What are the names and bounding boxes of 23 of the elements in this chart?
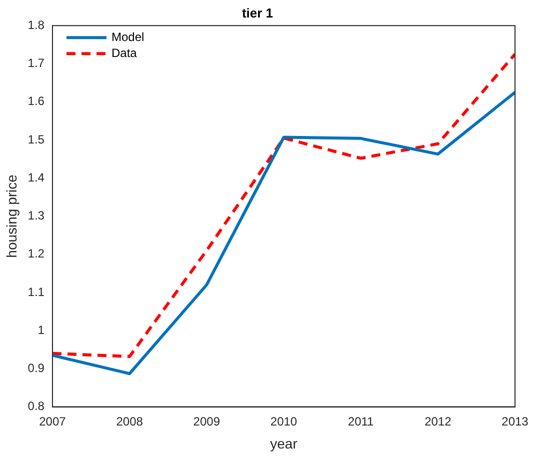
x-tick-label: 2013 [502, 414, 529, 428]
y-axis-title: housing price [3, 174, 20, 258]
legend-label: Model [111, 30, 144, 44]
y-tick-label: 1.8 [28, 18, 45, 32]
y-tick-label: 1.1 [28, 284, 45, 299]
y-tick-label: 1 [38, 322, 45, 337]
x-axis-title: year [270, 435, 298, 452]
y-tick-label: 1.2 [28, 246, 45, 261]
y-tick-label: 1.5 [28, 132, 45, 146]
y-tick-label: 1.6 [28, 94, 45, 108]
y-tick-label: 0.8 [28, 399, 45, 414]
y-tick-label: 0.9 [28, 360, 45, 375]
x-tick-label: 2011 [348, 414, 374, 428]
x-tick-label: 2008 [116, 414, 144, 428]
legend-label: Data [111, 46, 138, 60]
y-tick-label: 1.3 [28, 208, 45, 223]
y-tick-label: 1.7 [28, 56, 45, 70]
x-tick-label: 2012 [424, 414, 452, 428]
chart-title: tier 1 [242, 5, 274, 20]
y-tick-label: 1.4 [28, 170, 45, 184]
x-tick-label: 2010 [270, 414, 298, 428]
x-tick-label: 2007 [39, 414, 66, 428]
x-tick-label: 2009 [193, 414, 220, 428]
